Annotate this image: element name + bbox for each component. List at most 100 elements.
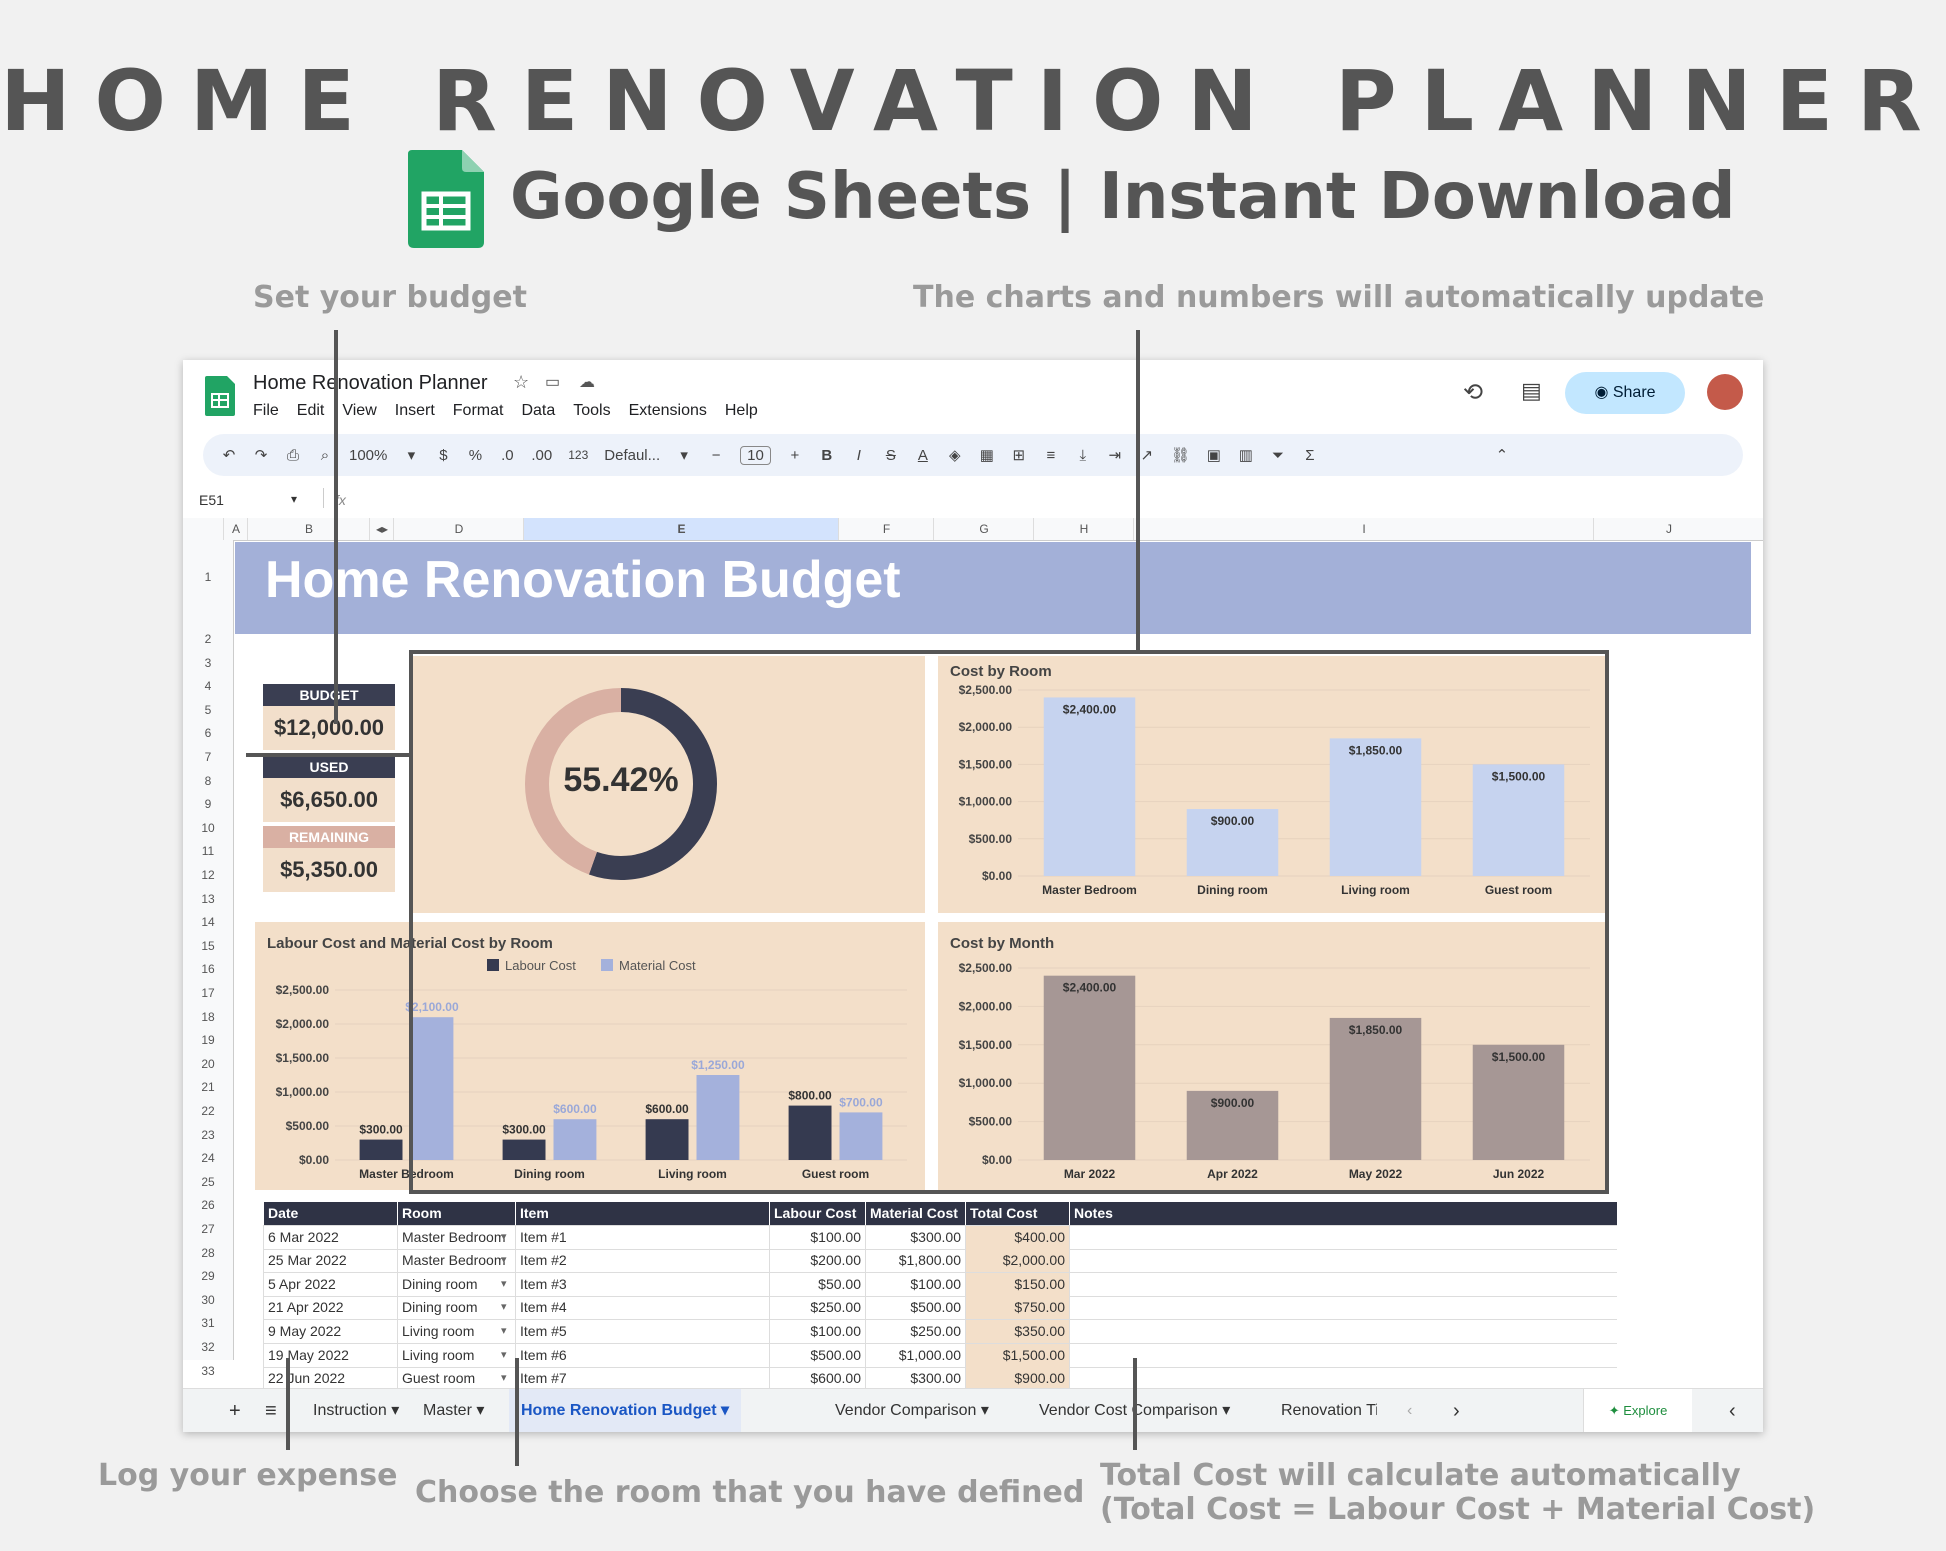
row-number[interactable]: 21 [201,1080,215,1095]
notes-cell[interactable] [1069,1343,1617,1367]
redo-icon[interactable]: ↷ [254,447,268,464]
decrease-decimal-button[interactable]: .0 [501,446,514,464]
total-cost-cell[interactable]: $900.00 [965,1367,1069,1391]
row-number[interactable]: 31 [201,1316,215,1331]
zoom-select[interactable]: 100% [349,446,388,464]
italic-icon[interactable]: I [856,446,861,464]
chevron-down-icon[interactable]: ▾ [680,447,688,464]
tab-master[interactable]: Master ▾ [423,1402,485,1419]
undo-icon[interactable]: ↶ [222,447,236,464]
date-cell[interactable]: 19 May 2022 [263,1343,397,1367]
tab-vendor-cost-comparison[interactable]: Vendor Cost Comparison ▾ [1039,1402,1231,1419]
avatar[interactable] [1707,374,1743,410]
room-cell[interactable]: Living room [397,1343,515,1367]
functions-icon[interactable]: Σ [1305,446,1315,464]
all-sheets-icon[interactable]: ≡ [265,1400,277,1422]
date-cell[interactable]: 25 Mar 2022 [263,1249,397,1273]
row-number[interactable]: 8 [204,773,212,788]
column-f[interactable]: F [838,518,934,540]
room-cell[interactable]: Dining room [397,1272,515,1296]
row-number[interactable]: 7 [204,750,212,764]
star-icon[interactable]: ☆ [513,372,530,392]
row-number[interactable]: 23 [201,1127,215,1142]
text-rotation-icon[interactable]: ↗ [1140,447,1154,464]
row-number[interactable]: 18 [201,1009,215,1024]
row-number[interactable]: 27 [201,1222,215,1236]
row-number[interactable]: 19 [201,1033,215,1048]
cost-by-room-panel[interactable]: Cost by Room $0.00 $500.00 $1,000.00 $1,500.… [938,656,1608,913]
currency-button[interactable]: $ [439,446,448,464]
budget-value[interactable]: $12,000.00 [263,706,395,750]
tab-home-renovation-budget[interactable]: Home Renovation Budget ▾ [509,1389,742,1432]
row-number[interactable]: 4 [204,679,212,694]
row-number[interactable]: 15 [201,938,215,953]
row-number[interactable]: 2 [204,632,212,646]
sheets-app-icon[interactable] [205,376,235,421]
collapse-toolbar-icon[interactable]: ⌃ [1495,447,1509,464]
item-cell[interactable]: Item #5 [515,1320,769,1343]
row-number[interactable]: 5 [204,702,212,717]
column-g[interactable]: G [933,518,1034,540]
tab-vendor-comparison[interactable]: Vendor Comparison ▾ [835,1402,989,1419]
total-cost-cell[interactable]: $350.00 [965,1320,1069,1343]
menu-help[interactable]: Help [724,402,758,419]
donut-panel[interactable]: 55.42% [413,656,925,913]
menu-data[interactable]: Data [521,402,556,419]
room-dropdown-icon[interactable]: ▾ [501,1372,507,1385]
row-number[interactable]: 10 [201,820,215,835]
labour-cost-cell[interactable]: $200.00 [769,1249,865,1273]
text-wrap-icon[interactable]: ⇥ [1108,447,1122,464]
vertical-align-icon[interactable]: ⤓ [1079,446,1087,464]
row-number[interactable]: 12 [201,868,215,882]
comments-icon[interactable]: ▤ [1521,378,1542,403]
item-cell[interactable]: Item #6 [515,1343,769,1367]
share-button[interactable]: ◉ Share [1565,372,1685,414]
move-folder-icon[interactable]: ▭ [545,374,561,391]
room-cell[interactable]: Dining room [397,1296,515,1320]
link-icon[interactable]: ⛓ [1170,447,1190,464]
room-dropdown-icon[interactable]: ▾ [501,1325,507,1337]
date-cell[interactable]: 22 Jun 2022 [263,1367,397,1391]
material-cost-cell[interactable]: $1,800.00 [865,1249,965,1273]
material-cost-cell[interactable]: $300.00 [865,1367,965,1391]
notes-cell[interactable] [1069,1367,1617,1391]
row-number[interactable]: 32 [201,1340,215,1354]
labour-cost-cell[interactable]: $500.00 [769,1343,865,1367]
row-number[interactable]: 30 [201,1292,215,1307]
row-number[interactable]: 20 [201,1056,215,1071]
menu-file[interactable]: File [253,402,279,419]
notes-cell[interactable] [1069,1249,1617,1273]
row-number[interactable]: 1 [204,570,212,584]
chart-icon[interactable]: ▥ [1238,447,1253,464]
menu-edit[interactable]: Edit [296,402,325,419]
total-cost-cell[interactable]: $2,000.00 [965,1249,1069,1273]
notes-cell[interactable] [1069,1225,1617,1249]
room-dropdown-icon[interactable]: ▾ [501,1230,507,1243]
labour-cost-cell[interactable]: $100.00 [769,1320,865,1343]
material-cost-cell[interactable]: $1,000.00 [865,1343,965,1367]
text-color-icon[interactable]: A [917,446,928,464]
tab-instruction[interactable]: Instruction ▾ [313,1402,400,1419]
name-box[interactable]: E51 [199,492,224,508]
strikethrough-icon[interactable]: S [885,446,896,464]
row-number[interactable]: 11 [201,844,215,859]
notes-cell[interactable] [1069,1296,1617,1320]
scroll-left-icon[interactable]: ‹ [1407,1402,1413,1419]
row-number[interactable]: 24 [201,1151,215,1166]
font-select[interactable]: Defaul... [604,446,661,464]
row-number[interactable]: 22 [201,1104,215,1118]
item-cell[interactable]: Item #4 [515,1296,769,1320]
labour-material-panel[interactable]: Labour Cost and Material Cost by Room Lab… [255,922,925,1190]
column-i[interactable]: I [1133,518,1594,540]
explore-button[interactable]: ✦ Explore [1583,1389,1692,1432]
room-dropdown-icon[interactable]: ▾ [501,1348,507,1361]
item-cell[interactable]: Item #3 [515,1272,769,1296]
hidden-columns-toggle[interactable]: ◂▸ [369,518,394,540]
room-dropdown-icon[interactable]: ▾ [501,1277,507,1290]
material-cost-cell[interactable]: $500.00 [865,1296,965,1320]
item-cell[interactable]: Item #1 [515,1225,769,1249]
column-b[interactable]: B [247,518,370,540]
collapse-sidepanel-icon[interactable]: ‹ [1729,1400,1736,1422]
labour-cost-cell[interactable]: $100.00 [769,1225,865,1249]
date-cell[interactable]: 21 Apr 2022 [263,1296,397,1320]
